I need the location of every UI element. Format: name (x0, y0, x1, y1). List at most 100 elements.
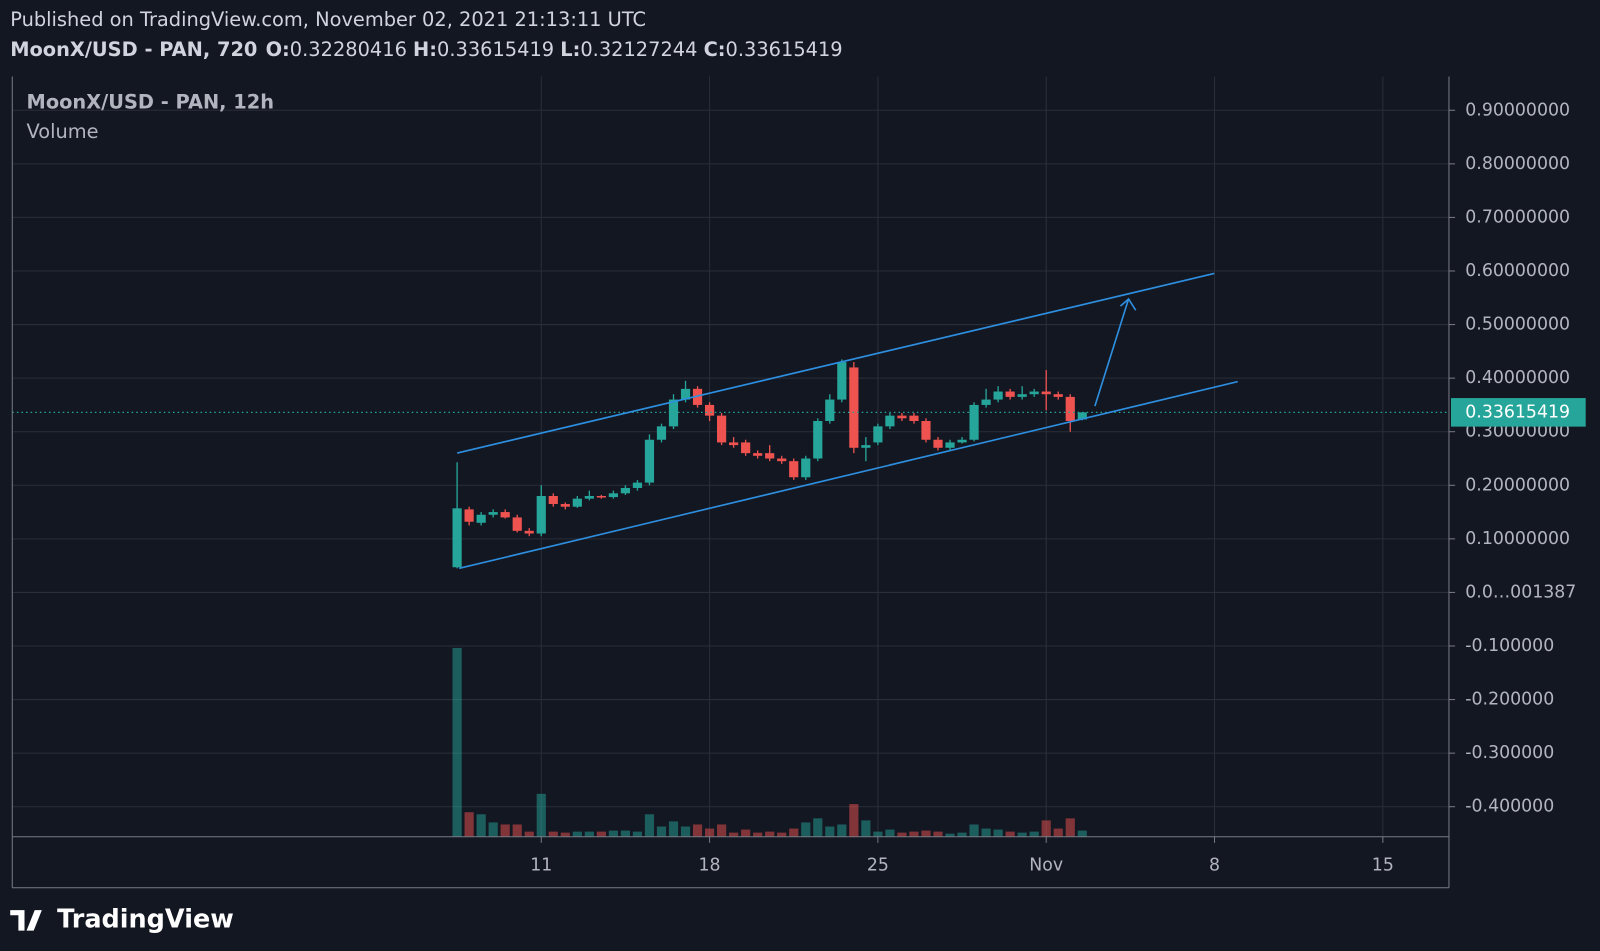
candle-body (825, 399, 835, 421)
volume-bar (668, 821, 679, 837)
candle-body (620, 487, 631, 494)
candle-body (1041, 391, 1051, 395)
x-tick-label: Nov (1029, 855, 1063, 875)
published: Published on TradingView.com, November 0… (10, 8, 646, 31)
y-tick-label: 0.70000000 (1465, 207, 1570, 227)
candle-body (476, 514, 486, 523)
c-prefix: C: (704, 37, 726, 60)
y-tick-label: 0.40000000 (1465, 368, 1570, 388)
grid (12, 76, 1449, 837)
brand: TradingView (57, 904, 234, 934)
x-tick-label: 18 (699, 855, 721, 875)
volume-bar (765, 831, 775, 837)
candle-body (873, 426, 883, 443)
volume-bar (692, 824, 703, 837)
volume-bar (789, 828, 799, 837)
volume-bar (680, 826, 691, 837)
x-tick-label: 8 (1209, 855, 1220, 875)
candle-body (885, 415, 895, 427)
volume-bar (837, 824, 847, 837)
y-tick-label: 0.50000000 (1465, 315, 1570, 335)
y-tick-label: 0.80000000 (1465, 154, 1570, 174)
candle-body (668, 399, 679, 427)
l-value: 0.32127244 (580, 37, 697, 60)
candle-body (704, 404, 715, 416)
y-tick-label: 0.0…001387 (1465, 582, 1576, 602)
volume-bar (1017, 832, 1027, 837)
volume-bar (632, 831, 643, 837)
logo-icon (10, 910, 42, 931)
volume-bar (584, 831, 594, 837)
volume-bar (801, 822, 811, 837)
candle-body (500, 512, 510, 518)
candle-body (933, 439, 943, 448)
volume-bar (452, 647, 462, 837)
volume-bar (704, 828, 715, 837)
y-tick-label: 0.90000000 (1465, 100, 1570, 120)
volume-bar (488, 822, 498, 837)
c-value: 0.33615419 (726, 37, 843, 60)
symbol: MoonX/USD - PAN, 720 (10, 37, 257, 60)
candle-body (777, 458, 787, 462)
y-tick-label: 0.60000000 (1465, 261, 1570, 281)
candle-body (969, 404, 979, 440)
candle-body (1017, 394, 1027, 397)
candle-body (945, 442, 955, 448)
volume-bar (524, 831, 534, 837)
candle-body (608, 493, 618, 498)
candle-body (1005, 391, 1015, 397)
candle-body (512, 517, 522, 531)
candle-body (452, 508, 462, 568)
volume-bar (981, 828, 991, 837)
candle-body (680, 388, 691, 400)
candle-body (861, 445, 871, 448)
last-price-label: 0.33615419 (1465, 402, 1570, 422)
volume-bar (873, 831, 883, 837)
candle-body (488, 512, 498, 515)
candle-body (765, 453, 775, 459)
y-tick-label: 0.10000000 (1465, 529, 1570, 549)
volume-bar (885, 829, 895, 837)
y-tick-label: -0.400000 (1465, 797, 1554, 817)
x-tick-label: 11 (530, 855, 552, 875)
y-tick-label: -0.300000 (1465, 743, 1554, 763)
volume-pane (452, 647, 1087, 837)
volume-bar (921, 830, 931, 837)
volume-bar (1005, 831, 1015, 837)
logo: TradingView (10, 904, 234, 934)
volume-bar (1029, 831, 1039, 837)
h-value: 0.33615419 (437, 37, 554, 60)
volume-bar (741, 829, 751, 837)
candle-body (536, 495, 546, 534)
volume-bar (512, 824, 522, 837)
volume-bar (825, 826, 835, 837)
volume-bar (945, 833, 955, 837)
candle-body (524, 530, 534, 534)
volume-bar (849, 804, 859, 837)
candle-body (717, 415, 727, 443)
volume-bar (861, 820, 871, 837)
candle-body (981, 399, 991, 405)
volume-bar (500, 824, 510, 837)
x-tick-label: 15 (1372, 855, 1394, 875)
volume-bar (1041, 820, 1051, 837)
volume-bar (572, 831, 582, 837)
channel-lower (459, 380, 1238, 570)
legend-title: MoonX/USD - PAN, 12h (27, 91, 275, 114)
volume-bar (560, 832, 570, 837)
candle-body (1053, 394, 1063, 397)
candle-body (644, 439, 655, 483)
volume-bar (1065, 818, 1075, 837)
volume-bar (620, 830, 631, 837)
volume-bar (957, 832, 967, 837)
candle-body (897, 415, 907, 419)
candle-body (1077, 412, 1087, 420)
drawings (456, 272, 1238, 570)
volume-bar (753, 832, 763, 837)
frame (11, 76, 1450, 889)
volume-bar (596, 831, 606, 837)
volume-bar (909, 831, 919, 837)
l-prefix: L: (560, 37, 580, 60)
